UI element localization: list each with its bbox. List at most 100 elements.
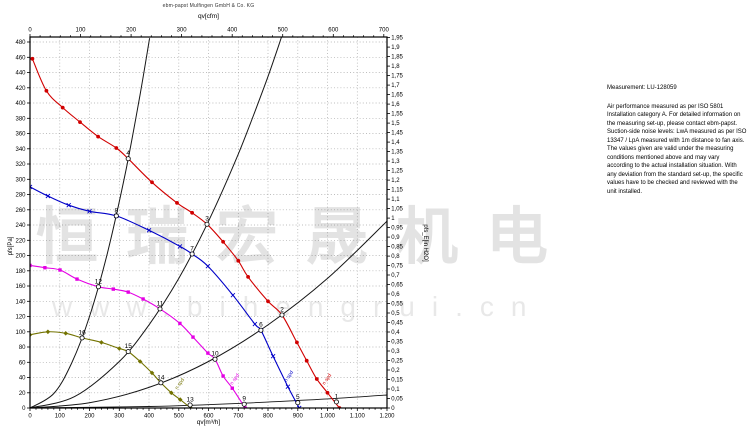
svg-text:1.200: 1.200 <box>379 414 395 420</box>
operating-point-label: 12 <box>95 278 103 285</box>
svg-text:100: 100 <box>75 28 86 34</box>
fan-curve-4-olive-end-label: n spd <box>174 377 186 391</box>
svg-text:0,85: 0,85 <box>391 245 403 251</box>
svg-text:1,35: 1,35 <box>391 150 403 156</box>
load-curve-C <box>30 220 387 408</box>
svg-text:0,4: 0,4 <box>391 330 400 336</box>
svg-text:160: 160 <box>15 284 26 290</box>
svg-text:80: 80 <box>19 345 26 351</box>
svg-text:1,7: 1,7 <box>391 83 400 89</box>
svg-text:240: 240 <box>15 223 26 229</box>
svg-text:0,9: 0,9 <box>391 235 400 241</box>
operating-point-label: 4 <box>126 150 130 157</box>
svg-text:460: 460 <box>15 55 26 61</box>
svg-text:600: 600 <box>203 414 214 420</box>
svg-text:400: 400 <box>15 101 26 107</box>
svg-text:180: 180 <box>15 269 26 275</box>
svg-text:1,4: 1,4 <box>391 140 400 146</box>
svg-text:1: 1 <box>391 216 395 222</box>
svg-text:1,65: 1,65 <box>391 93 403 99</box>
operating-point-label: 5 <box>296 394 300 401</box>
svg-text:20: 20 <box>19 391 26 397</box>
svg-text:1,5: 1,5 <box>391 121 400 127</box>
svg-text:300: 300 <box>15 177 26 183</box>
svg-text:420: 420 <box>15 86 26 92</box>
operating-point-label: 16 <box>78 329 86 336</box>
svg-text:1,45: 1,45 <box>391 131 403 137</box>
svg-text:400: 400 <box>227 28 238 34</box>
svg-text:360: 360 <box>15 132 26 138</box>
operating-point-label: 3 <box>205 216 209 223</box>
svg-text:0,8: 0,8 <box>391 254 400 260</box>
operating-point-label: 1 <box>335 393 339 400</box>
axis-left-unit-label: pfs[Pa] <box>8 236 14 256</box>
svg-text:0,5: 0,5 <box>391 311 400 317</box>
svg-text:0,2: 0,2 <box>391 368 400 374</box>
svg-text:1,55: 1,55 <box>391 112 403 118</box>
svg-text:320: 320 <box>15 162 26 168</box>
svg-text:1.000: 1.000 <box>320 414 336 420</box>
svg-text:500: 500 <box>174 414 185 420</box>
svg-text:1,25: 1,25 <box>391 169 403 175</box>
svg-text:280: 280 <box>15 193 26 199</box>
svg-text:0,1: 0,1 <box>391 387 400 393</box>
fan-curve-2-blue-end-label: n spd <box>283 370 295 384</box>
svg-text:100: 100 <box>15 330 26 336</box>
svg-text:0: 0 <box>391 406 395 412</box>
operating-point-label: 15 <box>125 343 133 350</box>
measurement-notes-text: Air performance measured as per ISO 5801… <box>607 103 747 195</box>
svg-text:1,85: 1,85 <box>391 55 403 61</box>
svg-text:1,05: 1,05 <box>391 207 403 213</box>
svg-text:0: 0 <box>28 414 32 420</box>
svg-text:0,65: 0,65 <box>391 283 403 289</box>
svg-text:340: 340 <box>15 147 26 153</box>
axis-ticks <box>27 34 390 411</box>
load-curve-D <box>30 394 387 408</box>
operating-point-label: 10 <box>211 351 219 358</box>
svg-text:260: 260 <box>15 208 26 214</box>
svg-text:0,75: 0,75 <box>391 264 403 270</box>
svg-text:900: 900 <box>293 414 304 420</box>
info-panel: Measurement: LU-128059 Air performance m… <box>607 84 747 196</box>
svg-text:380: 380 <box>15 116 26 122</box>
svg-text:1,6: 1,6 <box>391 102 400 108</box>
svg-text:700: 700 <box>379 28 390 34</box>
svg-text:600: 600 <box>328 28 339 34</box>
svg-text:0,45: 0,45 <box>391 321 403 327</box>
svg-text:40: 40 <box>19 376 26 382</box>
fan-curve-3-magenta-end-label: n spd <box>229 373 241 387</box>
svg-text:1.100: 1.100 <box>350 414 366 420</box>
watermark-cn-text: 恒瑞宏晟机电 <box>36 203 576 272</box>
axis-bottom-unit-label: qv[m³/h] <box>196 419 221 426</box>
chart-title: ebm-papst Mulfingen GmbH & Co. KG <box>162 3 255 9</box>
svg-text:200: 200 <box>126 28 137 34</box>
svg-text:1,1: 1,1 <box>391 197 400 203</box>
svg-text:0,95: 0,95 <box>391 226 403 232</box>
operating-point-label: 8 <box>114 207 118 214</box>
svg-text:800: 800 <box>263 414 274 420</box>
svg-text:220: 220 <box>15 238 26 244</box>
fan-curve-3-magenta: n spd <box>30 263 247 408</box>
load-curve-B <box>30 37 282 408</box>
svg-text:0,55: 0,55 <box>391 302 403 308</box>
operating-point-label: 14 <box>157 374 165 381</box>
svg-text:500: 500 <box>278 28 289 34</box>
svg-text:60: 60 <box>19 360 26 366</box>
operating-point-label: 9 <box>242 396 246 403</box>
operating-point-label: 13 <box>186 397 194 404</box>
svg-text:1,3: 1,3 <box>391 159 400 165</box>
svg-text:480: 480 <box>15 40 26 46</box>
svg-text:200: 200 <box>84 414 95 420</box>
watermark: 恒瑞宏晟机电 www.bihengrui.cn <box>36 203 576 322</box>
svg-text:1,2: 1,2 <box>391 178 400 184</box>
svg-text:200: 200 <box>15 254 26 260</box>
svg-text:1,8: 1,8 <box>391 64 400 70</box>
svg-text:0,7: 0,7 <box>391 273 400 279</box>
svg-text:300: 300 <box>177 28 188 34</box>
svg-text:1,9: 1,9 <box>391 45 400 51</box>
axis-tick-labels: 0 100 200 300 400 500 600 700 800 900 1.000 1.100 1.… <box>15 28 403 420</box>
svg-text:0,05: 0,05 <box>391 397 403 403</box>
